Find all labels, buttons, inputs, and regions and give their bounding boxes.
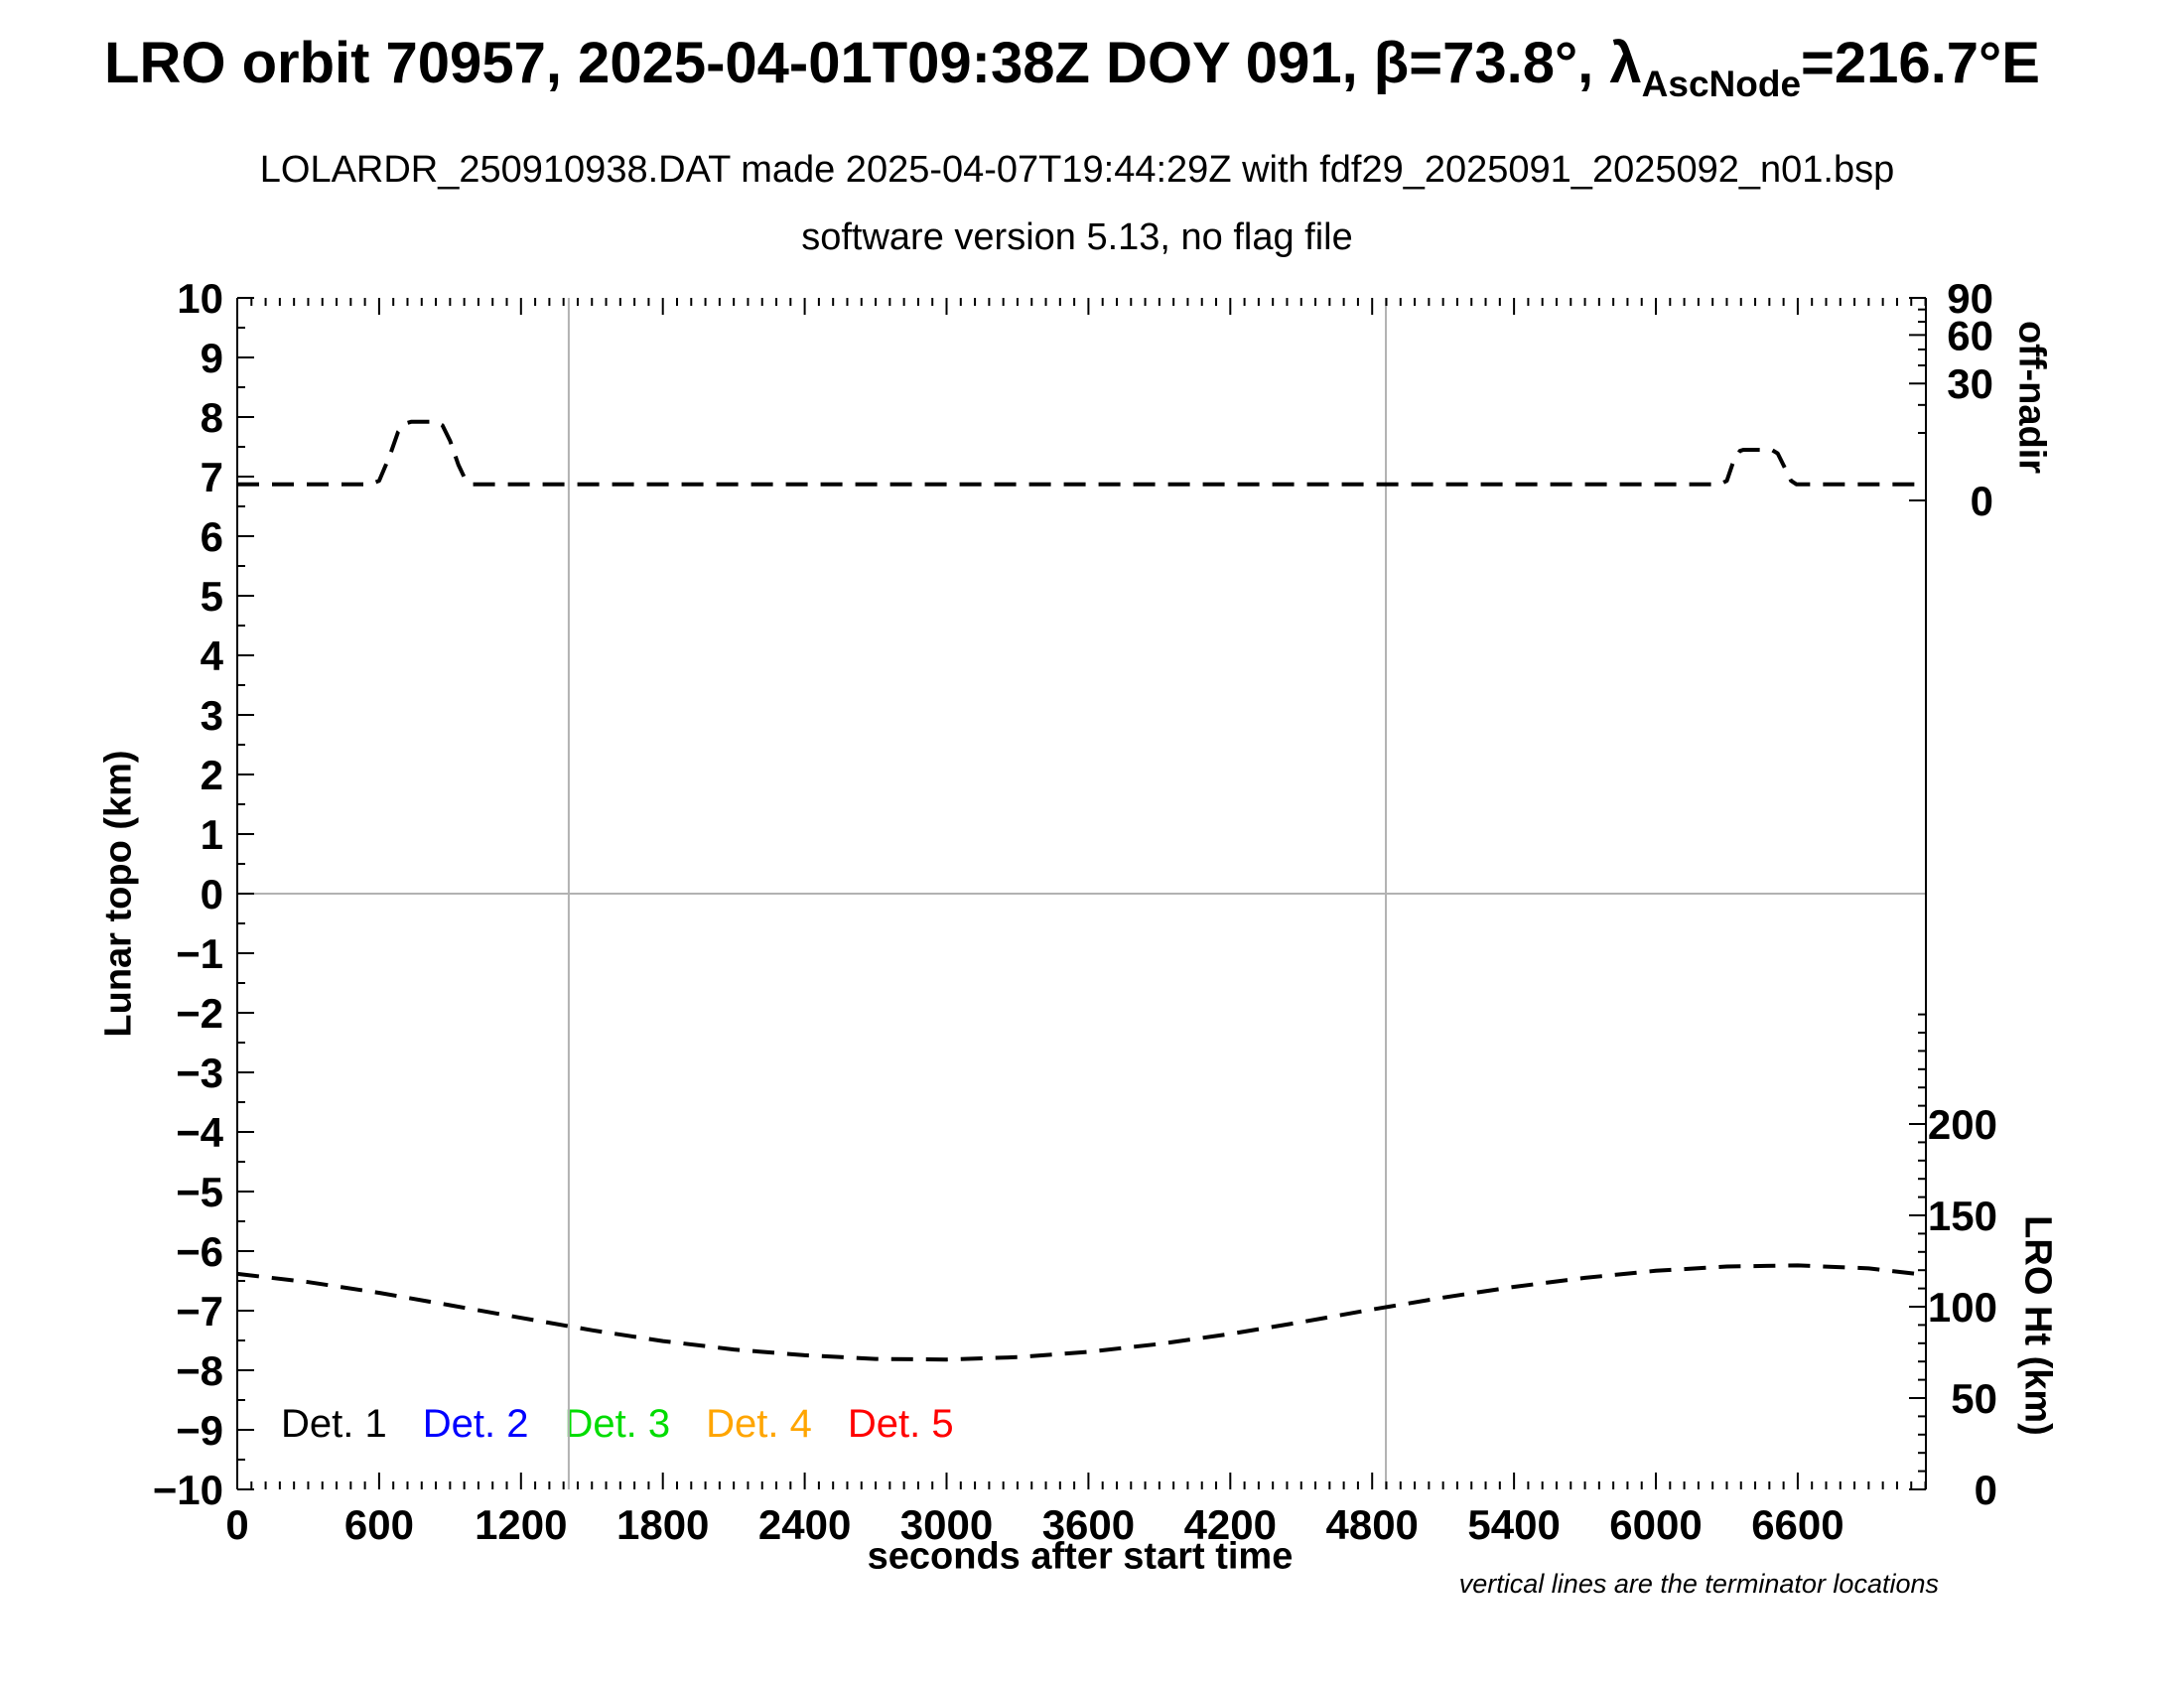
off-nadir-curve bbox=[237, 419, 1926, 487]
x-tick-label: 1800 bbox=[616, 1501, 709, 1548]
lroht-tick-label: 0 bbox=[1975, 1467, 1997, 1513]
topo-tick-label: −8 bbox=[176, 1347, 223, 1394]
subtitle-software-version: software version 5.13, no flag file bbox=[801, 216, 1353, 258]
legend-det-1: Det. 1 bbox=[281, 1402, 387, 1446]
lroht-tick-label: 50 bbox=[1951, 1375, 1997, 1422]
subtitle-filename: LOLARDR_250910938.DAT made 2025-04-07T19… bbox=[259, 149, 1895, 191]
x-tick-label: 6000 bbox=[1609, 1501, 1702, 1548]
topo-tick-label: −10 bbox=[153, 1467, 223, 1513]
topo-tick-label: 3 bbox=[201, 692, 223, 739]
topo-tick-label: −2 bbox=[176, 990, 223, 1037]
x-tick-label: 0 bbox=[225, 1501, 248, 1548]
title-main-text: LRO orbit 70957, 2025-04-01T09:38Z DOY 0… bbox=[104, 31, 1642, 95]
lroht-tick-label: 100 bbox=[1928, 1284, 1997, 1331]
x-tick-label: 6600 bbox=[1751, 1501, 1843, 1548]
legend-det-3: Det. 3 bbox=[564, 1402, 671, 1446]
title-subscript: AscNode bbox=[1641, 64, 1802, 104]
topo-tick-label: 1 bbox=[201, 811, 223, 858]
x-tick-label: 3000 bbox=[900, 1501, 993, 1548]
topo-tick-label: −9 bbox=[176, 1407, 223, 1454]
legend-det-4: Det. 4 bbox=[706, 1402, 812, 1446]
topo-tick-label: −7 bbox=[176, 1288, 223, 1335]
offnadir-tick-label: 60 bbox=[1947, 312, 1993, 358]
detector-legend: Det. 1 Det. 2 Det. 3 Det. 4 Det. 5 bbox=[281, 1402, 954, 1447]
topo-tick-label: −5 bbox=[176, 1169, 223, 1215]
topo-tick-label: −6 bbox=[176, 1228, 223, 1275]
topo-tick-label: 10 bbox=[177, 275, 223, 322]
topo-tick-label: 6 bbox=[201, 513, 223, 560]
topo-tick-label: 0 bbox=[201, 871, 223, 917]
x-axis-title: seconds after start time bbox=[867, 1535, 1294, 1578]
page-title: LRO orbit 70957, 2025-04-01T09:38Z DOY 0… bbox=[0, 30, 2144, 105]
topo-tick-label: −3 bbox=[176, 1050, 223, 1096]
x-tick-label: 4800 bbox=[1325, 1501, 1418, 1548]
offnadir-tick-label: 30 bbox=[1947, 360, 1993, 407]
legend-det-5: Det. 5 bbox=[847, 1402, 954, 1446]
x-tick-label: 1200 bbox=[475, 1501, 567, 1548]
topo-tick-label: 5 bbox=[201, 573, 223, 620]
terminator-footnote: vertical lines are the terminator locati… bbox=[1458, 1569, 1939, 1599]
topo-tick-label: 9 bbox=[201, 335, 223, 381]
topo-tick-label: −1 bbox=[176, 930, 223, 977]
lroht-tick-label: 200 bbox=[1928, 1101, 1997, 1148]
topo-tick-label: 2 bbox=[201, 752, 223, 798]
offnadir-tick-label: 90 bbox=[1947, 275, 1993, 322]
title-suffix: =216.7°E bbox=[1801, 31, 2040, 95]
x-tick-label: 2400 bbox=[758, 1501, 851, 1548]
topo-tick-label: 8 bbox=[201, 394, 223, 441]
topo-tick-label: −4 bbox=[176, 1109, 224, 1156]
lroht-tick-label: 150 bbox=[1928, 1193, 1997, 1239]
topo-tick-label: 4 bbox=[201, 633, 224, 679]
x-tick-label: 600 bbox=[344, 1501, 414, 1548]
offnadir-tick-label: 0 bbox=[1971, 478, 1993, 524]
x-tick-label: 3600 bbox=[1042, 1501, 1135, 1548]
lro-height-curve bbox=[236, 1263, 1927, 1362]
legend-det-2: Det. 2 bbox=[422, 1402, 529, 1446]
x-tick-label: 4200 bbox=[1184, 1501, 1277, 1548]
topo-tick-label: 7 bbox=[201, 454, 223, 500]
x-tick-label: 5400 bbox=[1467, 1501, 1560, 1548]
